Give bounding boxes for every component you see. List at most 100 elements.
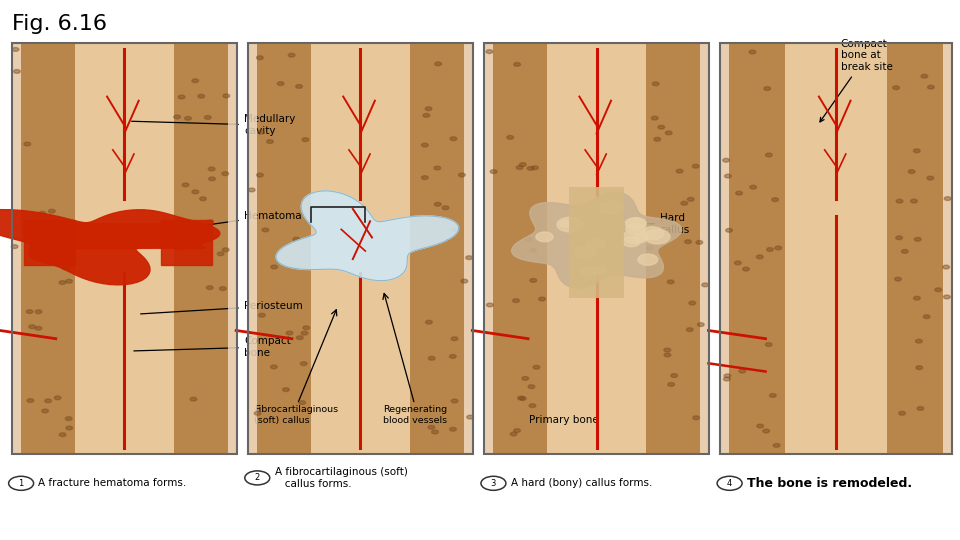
- Circle shape: [651, 116, 658, 120]
- Circle shape: [725, 174, 732, 178]
- Circle shape: [39, 211, 46, 215]
- Circle shape: [435, 62, 442, 66]
- Circle shape: [702, 283, 708, 287]
- Circle shape: [451, 399, 458, 403]
- Circle shape: [514, 429, 520, 433]
- Bar: [720, 43, 952, 454]
- Circle shape: [443, 206, 449, 210]
- Polygon shape: [512, 192, 682, 288]
- Text: 3: 3: [491, 479, 496, 488]
- Bar: [311, 43, 410, 454]
- Bar: [569, 187, 624, 298]
- Circle shape: [735, 191, 742, 195]
- Bar: [12, 43, 20, 454]
- Text: Medullary
cavity: Medullary cavity: [132, 114, 296, 136]
- Circle shape: [262, 228, 269, 232]
- Circle shape: [686, 328, 693, 332]
- Circle shape: [267, 140, 274, 144]
- Text: A hard (bony) callus forms.: A hard (bony) callus forms.: [511, 478, 652, 488]
- Circle shape: [697, 323, 704, 327]
- Circle shape: [174, 115, 180, 119]
- Circle shape: [302, 138, 309, 141]
- Polygon shape: [161, 220, 212, 265]
- Circle shape: [217, 252, 224, 256]
- Circle shape: [557, 217, 583, 232]
- Circle shape: [765, 343, 772, 347]
- Circle shape: [36, 226, 43, 230]
- Circle shape: [914, 296, 921, 300]
- Circle shape: [528, 385, 535, 389]
- Circle shape: [513, 299, 519, 302]
- Circle shape: [174, 246, 180, 249]
- Circle shape: [432, 430, 439, 434]
- Circle shape: [532, 166, 539, 170]
- Circle shape: [29, 325, 36, 329]
- Text: 4: 4: [727, 479, 732, 488]
- Circle shape: [647, 246, 654, 250]
- Circle shape: [198, 94, 204, 98]
- Circle shape: [901, 249, 908, 253]
- Circle shape: [687, 198, 694, 201]
- Circle shape: [12, 245, 18, 248]
- Circle shape: [734, 261, 741, 265]
- Text: Compact
bone: Compact bone: [133, 336, 291, 357]
- Circle shape: [935, 288, 942, 292]
- Circle shape: [664, 348, 671, 352]
- Circle shape: [581, 267, 597, 276]
- Circle shape: [539, 297, 545, 301]
- Circle shape: [896, 236, 902, 240]
- Circle shape: [773, 443, 780, 447]
- Circle shape: [12, 48, 19, 51]
- Circle shape: [765, 153, 772, 157]
- Circle shape: [519, 396, 526, 400]
- Circle shape: [190, 397, 197, 401]
- Bar: [465, 43, 473, 454]
- Circle shape: [65, 417, 72, 421]
- Circle shape: [286, 331, 293, 335]
- Circle shape: [527, 166, 534, 170]
- Circle shape: [223, 94, 229, 98]
- Circle shape: [192, 190, 199, 194]
- Circle shape: [449, 427, 456, 431]
- Circle shape: [184, 117, 191, 120]
- Bar: [720, 43, 730, 454]
- Circle shape: [302, 326, 309, 330]
- Circle shape: [693, 416, 700, 420]
- Circle shape: [36, 310, 42, 314]
- Circle shape: [530, 248, 537, 252]
- Circle shape: [254, 411, 261, 415]
- Circle shape: [654, 137, 660, 141]
- Circle shape: [434, 202, 441, 206]
- Text: A fibrocartilaginous (soft)
   callus forms.: A fibrocartilaginous (soft) callus forms…: [275, 467, 407, 489]
- Circle shape: [653, 82, 660, 86]
- Bar: [12, 43, 237, 454]
- Circle shape: [208, 177, 215, 181]
- Bar: [248, 43, 256, 454]
- Circle shape: [36, 326, 42, 330]
- Bar: [484, 43, 547, 454]
- Circle shape: [434, 166, 441, 170]
- Circle shape: [204, 116, 211, 119]
- Text: Regenerating
blood vessels: Regenerating blood vessels: [383, 406, 447, 425]
- Text: Hematoma: Hematoma: [161, 211, 301, 232]
- Text: Hard
callus: Hard callus: [622, 213, 690, 234]
- Circle shape: [301, 331, 308, 335]
- Circle shape: [466, 256, 472, 260]
- Circle shape: [533, 366, 540, 369]
- Circle shape: [522, 376, 529, 380]
- Circle shape: [249, 188, 255, 192]
- Bar: [484, 43, 709, 454]
- Circle shape: [60, 433, 66, 437]
- Circle shape: [66, 426, 73, 430]
- Bar: [75, 43, 174, 454]
- Circle shape: [428, 426, 435, 429]
- Circle shape: [696, 240, 703, 244]
- Bar: [228, 43, 237, 454]
- Circle shape: [222, 172, 228, 176]
- Circle shape: [895, 277, 901, 281]
- Circle shape: [258, 313, 265, 317]
- Text: 2: 2: [254, 474, 260, 482]
- Circle shape: [192, 79, 199, 83]
- Circle shape: [27, 224, 34, 228]
- Circle shape: [943, 265, 949, 269]
